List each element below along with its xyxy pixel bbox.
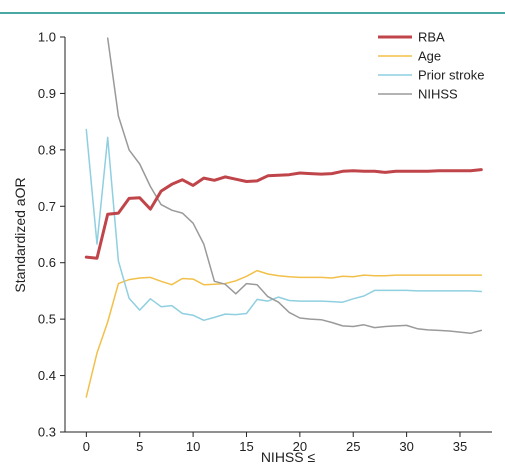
y-tick-label: 0.4 (38, 368, 56, 383)
y-tick-label: 0.6 (38, 255, 56, 270)
series-line-nihss (106, 37, 483, 335)
legend-label: Prior stroke (418, 68, 484, 83)
x-axis-title: NIHSS ≤ (261, 449, 316, 465)
y-axis-title: Standardized aOR (12, 177, 28, 292)
y-tick-label: 0.8 (38, 142, 56, 157)
x-tick-label: 35 (453, 439, 467, 454)
y-tick-label: 0.5 (38, 312, 56, 327)
legend: RBA Age Prior stroke NIHSS (378, 30, 484, 102)
y-tick-label: 0.9 (38, 86, 56, 101)
y-axis-ticks: 0.3 0.4 0.5 0.6 0.7 0.8 0.9 1.0 (38, 30, 65, 440)
x-tick-label: 20 (293, 439, 307, 454)
x-tick-label: 30 (399, 439, 413, 454)
top-rule (0, 12, 505, 14)
series-line-prior-stroke (85, 128, 483, 322)
x-tick-label: 5 (136, 439, 143, 454)
series-line-age (85, 269, 483, 398)
legend-label: RBA (418, 30, 445, 45)
x-tick-label: 25 (346, 439, 360, 454)
x-tick-label: 0 (83, 439, 90, 454)
x-tick-label: 10 (186, 439, 200, 454)
plot-area (84, 37, 483, 398)
legend-label: NIHSS (418, 87, 458, 102)
y-tick-label: 0.3 (38, 425, 56, 440)
x-tick-label: 15 (239, 439, 253, 454)
x-axis-ticks: 0 5 10 15 20 25 30 35 (83, 432, 467, 454)
legend-label: Age (418, 49, 441, 64)
series-line-rba (84, 168, 483, 260)
y-tick-label: 1.0 (38, 30, 56, 45)
y-tick-label: 0.7 (38, 199, 56, 214)
